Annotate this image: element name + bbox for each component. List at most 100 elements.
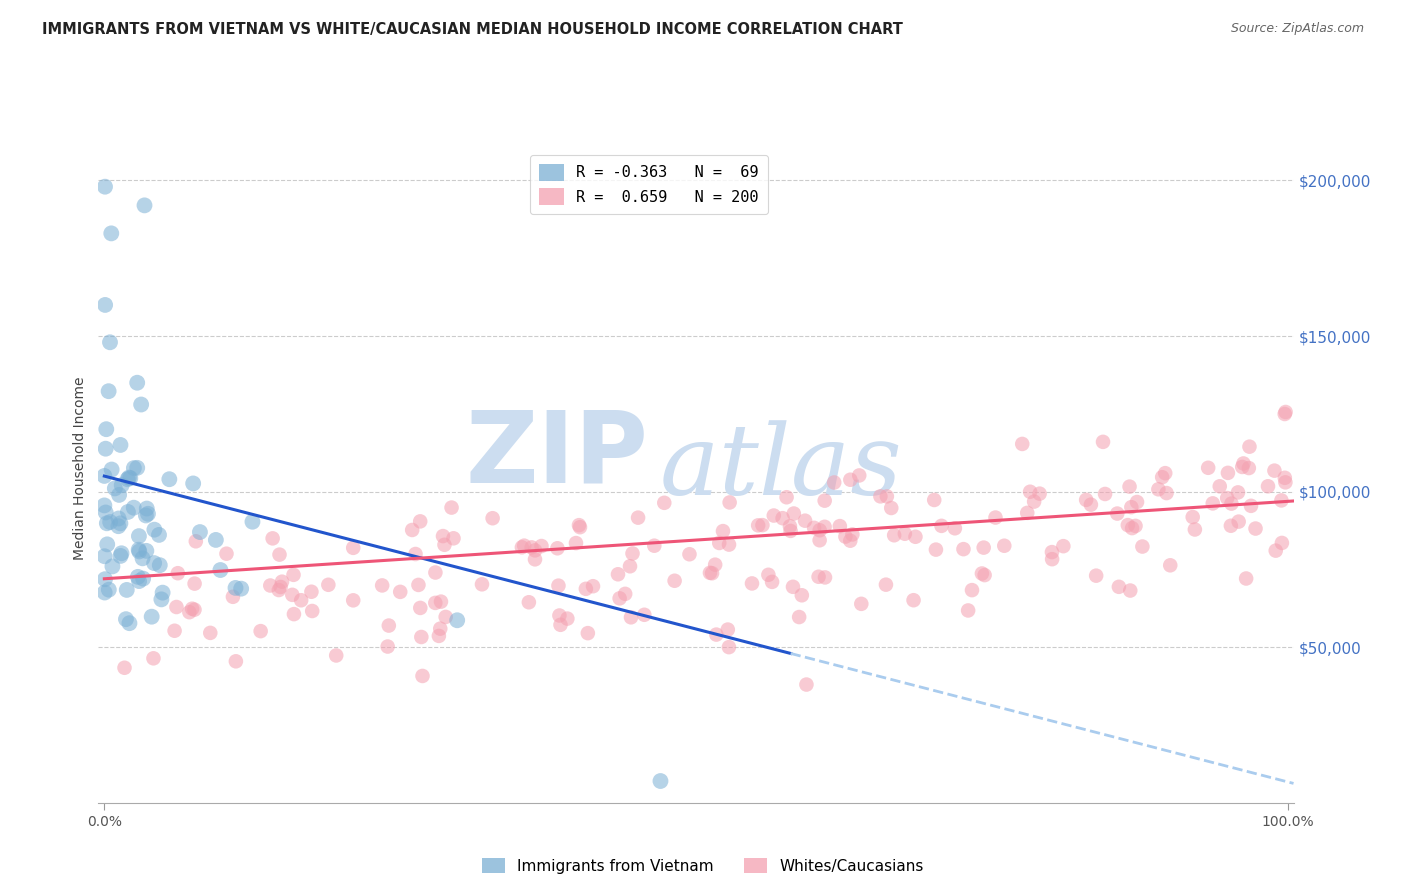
- Point: [131, 551, 153, 566]
- Point: [269, 548, 291, 562]
- Point: [120, 471, 142, 485]
- Point: [1232, 459, 1254, 474]
- Point: [443, 531, 465, 545]
- Point: [1156, 486, 1178, 500]
- Point: [371, 578, 394, 592]
- Point: [814, 493, 837, 508]
- Point: [794, 514, 817, 528]
- Text: Source: ZipAtlas.com: Source: ZipAtlas.com: [1230, 22, 1364, 36]
- Point: [1216, 466, 1239, 480]
- Point: [325, 648, 347, 663]
- Point: [524, 543, 547, 558]
- Point: [547, 579, 569, 593]
- Point: [1125, 519, 1147, 533]
- Point: [772, 511, 794, 525]
- Point: [115, 582, 138, 597]
- Point: [409, 514, 432, 528]
- Point: [96, 422, 118, 436]
- Point: [1094, 487, 1116, 501]
- Point: [779, 524, 801, 538]
- Point: [136, 507, 159, 521]
- Point: [1239, 440, 1261, 454]
- Point: [1219, 518, 1241, 533]
- Point: [409, 601, 432, 615]
- Point: [841, 527, 863, 541]
- Point: [1257, 479, 1279, 493]
- Point: [149, 558, 172, 573]
- Point: [1159, 558, 1181, 573]
- Point: [568, 520, 591, 534]
- Point: [107, 519, 129, 533]
- Point: [96, 537, 118, 551]
- Point: [1092, 434, 1115, 449]
- Y-axis label: Median Household Income: Median Household Income: [73, 376, 87, 560]
- Text: ZIP: ZIP: [465, 407, 648, 503]
- Point: [378, 618, 401, 632]
- Point: [215, 547, 238, 561]
- Point: [1017, 506, 1039, 520]
- Point: [1202, 496, 1225, 510]
- Point: [440, 500, 463, 515]
- Point: [650, 774, 672, 789]
- Point: [517, 595, 540, 609]
- Point: [548, 608, 571, 623]
- Point: [1220, 497, 1243, 511]
- Point: [1184, 523, 1206, 537]
- Point: [1274, 405, 1296, 419]
- Point: [883, 528, 905, 542]
- Point: [127, 570, 149, 584]
- Point: [157, 472, 180, 486]
- Point: [96, 516, 118, 531]
- Point: [104, 482, 127, 496]
- Legend: R = -0.363   N =  69, R =  0.659   N = 200: R = -0.363 N = 69, R = 0.659 N = 200: [530, 155, 768, 214]
- Point: [808, 523, 831, 537]
- Point: [98, 335, 121, 350]
- Point: [183, 602, 205, 616]
- Point: [970, 566, 993, 581]
- Point: [904, 530, 927, 544]
- Point: [876, 489, 898, 503]
- Point: [761, 574, 783, 589]
- Point: [783, 507, 806, 521]
- Point: [762, 508, 785, 523]
- Point: [1234, 572, 1257, 586]
- Point: [342, 541, 364, 555]
- Point: [1216, 491, 1239, 505]
- Point: [148, 528, 170, 542]
- Point: [205, 533, 228, 547]
- Point: [700, 566, 723, 581]
- Point: [839, 473, 862, 487]
- Point: [1227, 485, 1250, 500]
- Point: [1264, 543, 1286, 558]
- Point: [510, 541, 533, 555]
- Point: [290, 593, 312, 607]
- Point: [135, 508, 157, 523]
- Point: [828, 519, 851, 533]
- Point: [973, 568, 995, 582]
- Point: [94, 442, 117, 456]
- Legend: Immigrants from Vietnam, Whites/Caucasians: Immigrants from Vietnam, Whites/Caucasia…: [477, 852, 929, 880]
- Point: [1080, 498, 1102, 512]
- Point: [678, 547, 700, 561]
- Point: [711, 524, 734, 538]
- Point: [1263, 464, 1285, 478]
- Point: [110, 438, 132, 452]
- Point: [1107, 507, 1129, 521]
- Point: [271, 574, 294, 589]
- Point: [1154, 466, 1177, 480]
- Point: [894, 526, 917, 541]
- Point: [181, 476, 204, 491]
- Point: [1271, 536, 1294, 550]
- Point: [1028, 486, 1050, 500]
- Point: [993, 539, 1015, 553]
- Point: [848, 468, 870, 483]
- Point: [283, 607, 305, 621]
- Point: [1052, 539, 1074, 553]
- Point: [1197, 460, 1219, 475]
- Point: [925, 542, 948, 557]
- Point: [411, 669, 433, 683]
- Point: [143, 523, 166, 537]
- Point: [401, 523, 423, 537]
- Point: [751, 518, 773, 533]
- Point: [718, 538, 741, 552]
